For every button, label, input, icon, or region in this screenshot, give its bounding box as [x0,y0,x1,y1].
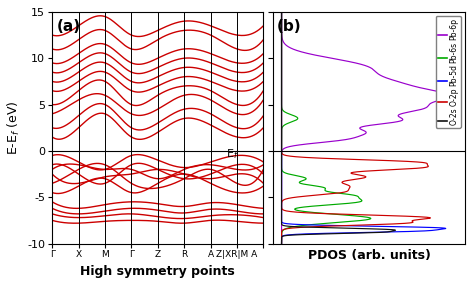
Legend: Pb-6p, Pb-6s, Pb-5d, O-2p, O-2s: Pb-6p, Pb-6s, Pb-5d, O-2p, O-2s [436,16,461,128]
X-axis label: High symmetry points: High symmetry points [81,265,235,278]
Y-axis label: E-E$_f$ (eV): E-E$_f$ (eV) [6,100,22,155]
Pb-5d [279,10,284,14]
O-2p [279,230,284,233]
Pb-6s [279,242,284,245]
X-axis label: PDOS (arb. units): PDOS (arb. units) [308,249,430,262]
O-2p [279,135,284,139]
Line: Pb-6p: Pb-6p [282,12,450,244]
Line: Pb-6s: Pb-6s [282,12,371,244]
Pb-6p [344,59,350,63]
O-2s [279,135,284,139]
O-2s [279,129,284,133]
Pb-6p [354,135,360,139]
Pb-6p [279,230,284,233]
Pb-6s [279,17,284,20]
O-2s [279,17,284,20]
O-2p [279,129,284,133]
Pb-6s [279,135,284,139]
O-2p [279,10,284,14]
Line: Pb-5d: Pb-5d [282,12,446,244]
Pb-6s [279,230,285,233]
O-2p [279,17,284,20]
Pb-6p [362,129,367,133]
Pb-6s [279,129,284,133]
O-2s [279,10,284,14]
Pb-6p [279,17,284,20]
Line: O-2s: O-2s [282,12,395,244]
Pb-6s [279,17,284,20]
Pb-5d [397,230,403,233]
Text: E$_f$: E$_f$ [226,147,239,161]
Pb-5d [279,242,284,245]
O-2s [279,242,284,245]
Pb-5d [279,129,284,133]
Pb-5d [279,17,284,20]
Pb-5d [279,17,284,20]
O-2p [279,59,284,63]
O-2s [279,59,284,63]
O-2p [279,242,284,245]
Pb-5d [279,59,284,63]
Pb-5d [279,135,284,139]
Line: O-2p: O-2p [282,12,430,244]
Text: (b): (b) [277,19,302,34]
O-2s [279,17,284,20]
Pb-6p [279,17,284,20]
O-2s [386,230,392,233]
Pb-6p [279,10,284,14]
Pb-6p [279,242,284,245]
O-2p [279,17,284,20]
Text: (a): (a) [56,19,81,34]
Pb-6s [279,10,284,14]
Pb-6s [279,59,284,63]
